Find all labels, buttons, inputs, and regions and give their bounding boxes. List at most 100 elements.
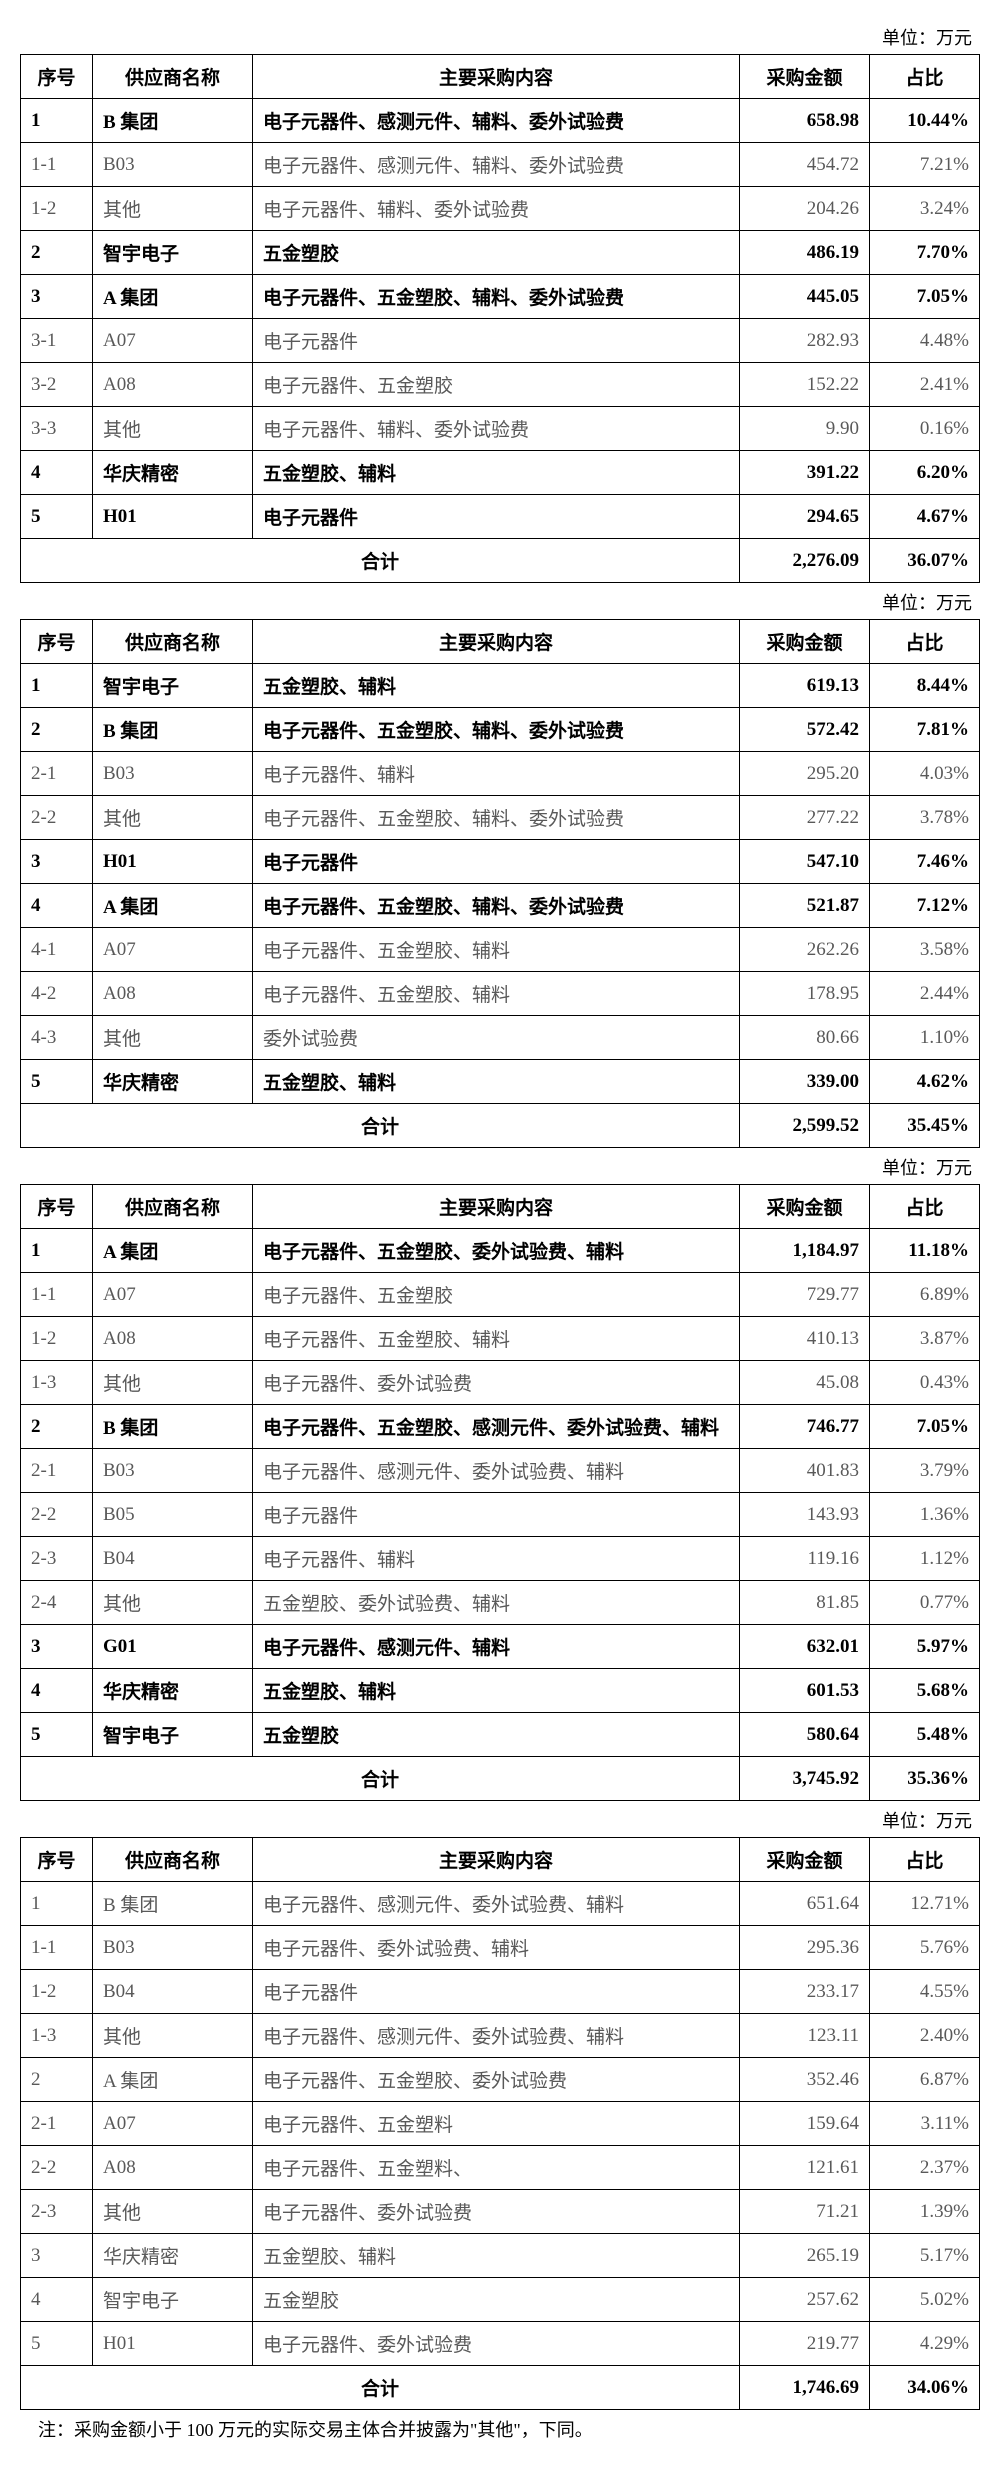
cell-content: 五金塑胶 (253, 2278, 740, 2322)
cell-content: 电子元器件、五金塑胶、辅料、委外试验费 (253, 275, 740, 319)
cell-idx: 2-2 (21, 2146, 93, 2190)
table-row: 3华庆精密五金塑胶、辅料265.195.17% (21, 2234, 980, 2278)
table-row: 1智宇电子五金塑胶、辅料619.138.44% (21, 664, 980, 708)
col-header-supplier: 供应商名称 (93, 1185, 253, 1229)
cell-amount: 123.11 (740, 2014, 870, 2058)
cell-ratio: 8.44% (870, 664, 980, 708)
cell-ratio: 7.81% (870, 708, 980, 752)
table-row: 3-1A07电子元器件282.934.48% (21, 319, 980, 363)
cell-content: 电子元器件、委外试验费、辅料 (253, 1926, 740, 1970)
table-row: 2-1A07电子元器件、五金塑料159.643.11% (21, 2102, 980, 2146)
cell-supplier: 其他 (93, 2190, 253, 2234)
cell-amount: 219.77 (740, 2322, 870, 2366)
cell-supplier: 智宇电子 (93, 1713, 253, 1757)
cell-amount: 45.08 (740, 1361, 870, 1405)
cell-amount: 410.13 (740, 1317, 870, 1361)
total-label: 合计 (21, 1757, 740, 1801)
cell-amount: 204.26 (740, 187, 870, 231)
supplier-table-4: 序号供应商名称主要采购内容采购金额占比1B 集团电子元器件、感测元件、委外试验费… (20, 1837, 980, 2410)
cell-supplier: 华庆精密 (93, 451, 253, 495)
cell-supplier: A07 (93, 319, 253, 363)
cell-supplier: A 集团 (93, 2058, 253, 2102)
cell-content: 五金塑胶 (253, 231, 740, 275)
cell-supplier: 其他 (93, 1581, 253, 1625)
cell-idx: 4-3 (21, 1016, 93, 1060)
cell-content: 电子元器件、感测元件、辅料、委外试验费 (253, 143, 740, 187)
cell-idx: 2 (21, 2058, 93, 2102)
cell-supplier: B03 (93, 752, 253, 796)
cell-supplier: G01 (93, 1625, 253, 1669)
cell-idx: 1 (21, 1229, 93, 1273)
table-row: 1-1B03电子元器件、感测元件、辅料、委外试验费454.727.21% (21, 143, 980, 187)
cell-amount: 619.13 (740, 664, 870, 708)
table-row: 3-2A08电子元器件、五金塑胶152.222.41% (21, 363, 980, 407)
cell-ratio: 0.77% (870, 1581, 980, 1625)
cell-idx: 3-3 (21, 407, 93, 451)
table-row: 4华庆精密五金塑胶、辅料391.226.20% (21, 451, 980, 495)
cell-idx: 5 (21, 495, 93, 539)
cell-content: 电子元器件、五金塑胶、辅料 (253, 928, 740, 972)
cell-idx: 3 (21, 275, 93, 319)
cell-ratio: 7.05% (870, 275, 980, 319)
cell-idx: 1 (21, 664, 93, 708)
cell-content: 电子元器件、辅料、委外试验费 (253, 407, 740, 451)
cell-content: 电子元器件 (253, 1493, 740, 1537)
cell-supplier: B 集团 (93, 708, 253, 752)
table-row: 1A 集团电子元器件、五金塑胶、委外试验费、辅料1,184.9711.18% (21, 1229, 980, 1273)
cell-idx: 2 (21, 231, 93, 275)
total-row: 合计2,599.5235.45% (21, 1104, 980, 1148)
table-row: 5智宇电子五金塑胶580.645.48% (21, 1713, 980, 1757)
page-root: 单位：万元序号供应商名称主要采购内容采购金额占比1B 集团电子元器件、感测元件、… (20, 24, 980, 2442)
cell-ratio: 5.02% (870, 2278, 980, 2322)
cell-content: 电子元器件、五金塑胶、辅料、委外试验费 (253, 708, 740, 752)
cell-idx: 4 (21, 2278, 93, 2322)
cell-content: 电子元器件、五金塑胶、委外试验费、辅料 (253, 1229, 740, 1273)
table-row: 4-1A07电子元器件、五金塑胶、辅料262.263.58% (21, 928, 980, 972)
cell-amount: 454.72 (740, 143, 870, 187)
cell-amount: 9.90 (740, 407, 870, 451)
cell-idx: 5 (21, 1060, 93, 1104)
cell-amount: 445.05 (740, 275, 870, 319)
cell-idx: 2-3 (21, 2190, 93, 2234)
cell-idx: 3 (21, 840, 93, 884)
table-row: 2-2其他电子元器件、五金塑胶、辅料、委外试验费277.223.78% (21, 796, 980, 840)
total-amount: 2,276.09 (740, 539, 870, 583)
cell-idx: 1-3 (21, 1361, 93, 1405)
cell-amount: 119.16 (740, 1537, 870, 1581)
cell-amount: 294.65 (740, 495, 870, 539)
cell-ratio: 2.41% (870, 363, 980, 407)
cell-idx: 1-1 (21, 143, 93, 187)
cell-idx: 3 (21, 2234, 93, 2278)
col-header-idx: 序号 (21, 1185, 93, 1229)
table-row: 3-3其他电子元器件、辅料、委外试验费9.900.16% (21, 407, 980, 451)
table-row: 2-1B03电子元器件、感测元件、委外试验费、辅料401.833.79% (21, 1449, 980, 1493)
cell-amount: 1,184.97 (740, 1229, 870, 1273)
cell-amount: 233.17 (740, 1970, 870, 2014)
cell-content: 五金塑胶、辅料 (253, 664, 740, 708)
cell-ratio: 7.05% (870, 1405, 980, 1449)
cell-ratio: 2.40% (870, 2014, 980, 2058)
cell-content: 电子元器件、五金塑胶 (253, 1273, 740, 1317)
cell-supplier: 智宇电子 (93, 2278, 253, 2322)
cell-supplier: 智宇电子 (93, 231, 253, 275)
col-header-content: 主要采购内容 (253, 620, 740, 664)
cell-idx: 4 (21, 1669, 93, 1713)
cell-content: 电子元器件、辅料、委外试验费 (253, 187, 740, 231)
cell-ratio: 3.87% (870, 1317, 980, 1361)
cell-idx: 1-3 (21, 2014, 93, 2058)
cell-idx: 4 (21, 451, 93, 495)
cell-amount: 391.22 (740, 451, 870, 495)
cell-content: 电子元器件、委外试验费 (253, 2322, 740, 2366)
cell-supplier: 其他 (93, 796, 253, 840)
cell-idx: 3 (21, 1625, 93, 1669)
cell-supplier: A07 (93, 1273, 253, 1317)
col-header-amount: 采购金额 (740, 1185, 870, 1229)
total-row: 合计3,745.9235.36% (21, 1757, 980, 1801)
cell-ratio: 1.10% (870, 1016, 980, 1060)
table-row: 2B 集团电子元器件、五金塑胶、辅料、委外试验费572.427.81% (21, 708, 980, 752)
cell-idx: 2-1 (21, 752, 93, 796)
cell-content: 五金塑胶、委外试验费、辅料 (253, 1581, 740, 1625)
cell-supplier: H01 (93, 2322, 253, 2366)
cell-amount: 152.22 (740, 363, 870, 407)
table-row: 4A 集团电子元器件、五金塑胶、辅料、委外试验费521.877.12% (21, 884, 980, 928)
